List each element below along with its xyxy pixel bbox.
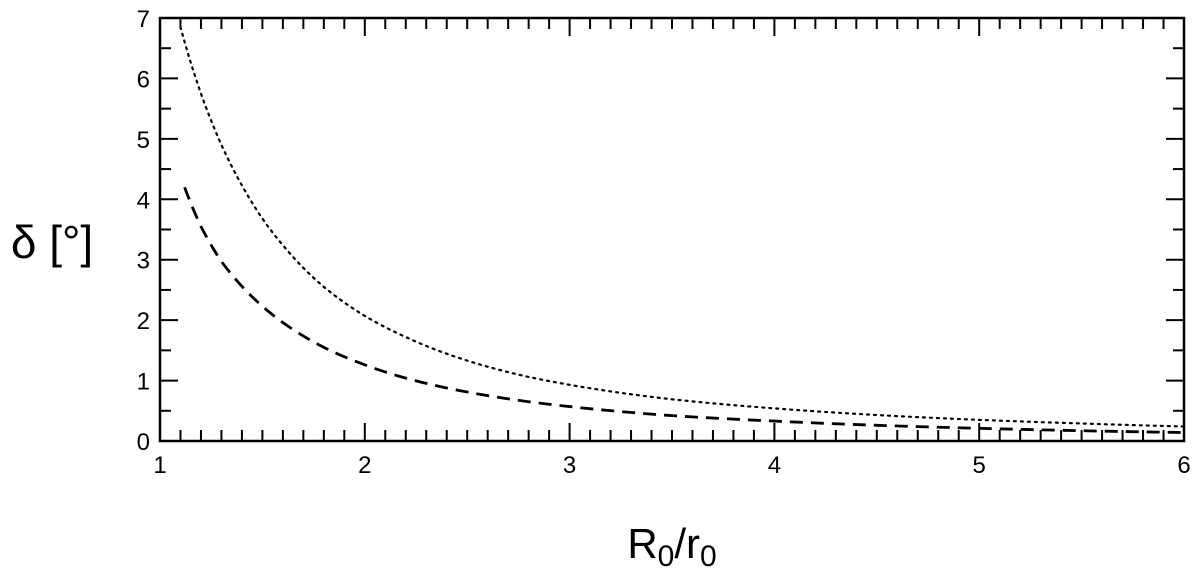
y-axis-title: δ [°]: [11, 216, 93, 268]
series-line-dashed: [183, 186, 1185, 434]
y-tick-label: 5: [137, 127, 150, 154]
x-axis-title-sub1: 0: [658, 540, 675, 568]
y-tick-label: 0: [137, 429, 150, 456]
axis-ticks: [159, 17, 1185, 442]
x-tick-label: 3: [563, 452, 576, 479]
x-axis-title: R0/r0: [627, 520, 716, 568]
plot-frame: [158, 16, 1186, 443]
x-tick-label: 4: [768, 452, 781, 479]
y-tick-label: 6: [137, 66, 150, 93]
x-tick-label: 1: [153, 452, 166, 479]
y-tick-label: 3: [137, 248, 150, 275]
y-tick-label: 7: [137, 6, 150, 33]
series-line-dotted: [179, 25, 1186, 428]
x-axis-title-main: R: [627, 520, 657, 567]
x-tick-label: 2: [358, 452, 371, 479]
y-tick-label: 4: [137, 187, 150, 214]
x-axis-title-sub2: 0: [700, 540, 717, 568]
y-tick-label: 2: [137, 308, 150, 335]
x-tick-label: 5: [973, 452, 986, 479]
x-tick-label: 6: [1177, 452, 1190, 479]
x-axis-title-mid: /r: [674, 520, 700, 567]
series-layer: [179, 25, 1186, 434]
y-tick-label: 1: [137, 369, 150, 396]
